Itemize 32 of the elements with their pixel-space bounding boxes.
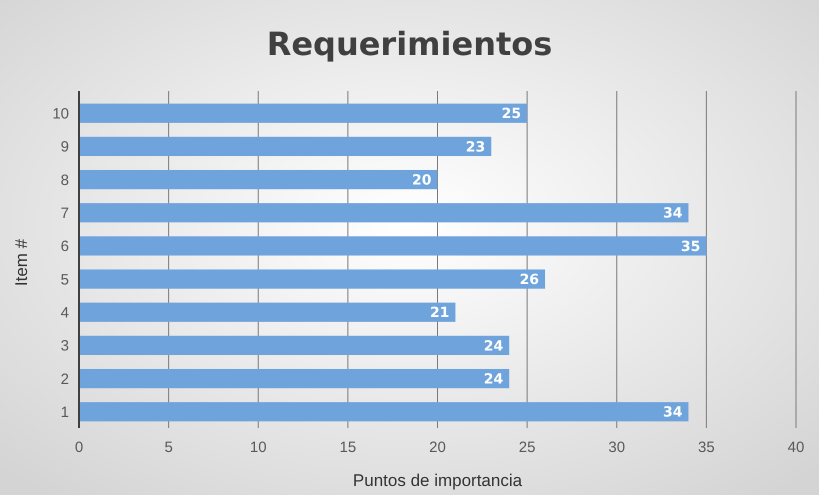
y-tick-label: 4	[60, 304, 69, 322]
data-label: 24	[484, 338, 504, 354]
x-tick-label: 15	[340, 439, 356, 456]
y-axis-title: Item #	[12, 238, 31, 286]
y-tick-label: 7	[60, 205, 69, 222]
x-axis-title: Puntos de importancia	[352, 471, 523, 490]
y-tick-label: 1	[60, 404, 69, 421]
y-tick-label: 5	[60, 271, 69, 288]
y-tick-label: 8	[60, 172, 69, 189]
x-tick-label: 30	[608, 439, 626, 456]
x-tick-label: 25	[518, 439, 536, 456]
data-label: 24	[484, 371, 504, 388]
y-tick-label: 6	[60, 238, 69, 256]
y-tick-label: 10	[52, 106, 69, 122]
y-tick-label: 9	[60, 138, 69, 156]
data-label: 20	[412, 172, 432, 188]
x-tick-label: 10	[250, 439, 267, 456]
data-label: 35	[680, 238, 700, 255]
x-tick-label: 5	[164, 439, 173, 456]
x-tick-label: 40	[788, 439, 804, 456]
data-label: 34	[662, 404, 683, 421]
data-label: 26	[520, 272, 540, 288]
y-tick-label: 3	[60, 338, 69, 355]
data-label: 23	[466, 139, 486, 156]
chart-title: Requerimientos	[266, 25, 552, 63]
data-label: 34	[662, 206, 683, 222]
data-label: 25	[502, 106, 522, 122]
x-tick-label: 20	[429, 439, 446, 456]
x-tick-label: 0	[74, 439, 84, 456]
y-tick-label: 2	[60, 370, 69, 388]
x-tick-label: 35	[698, 439, 715, 456]
data-label: 21	[430, 305, 450, 322]
